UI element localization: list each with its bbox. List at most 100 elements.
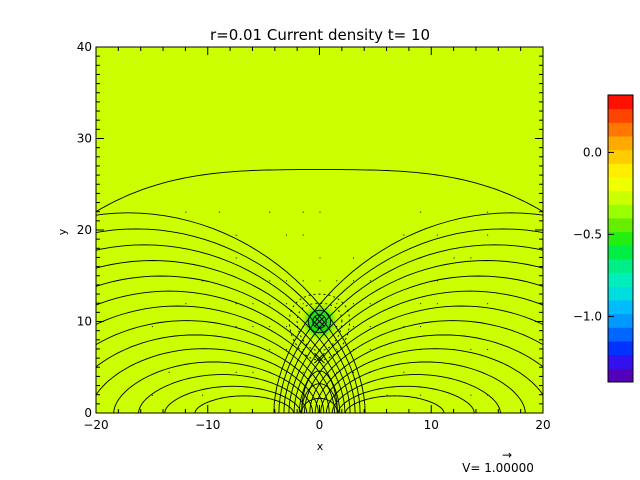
vector-dot <box>236 235 237 236</box>
vector-dot <box>437 235 438 236</box>
vector-dot <box>303 235 304 236</box>
vector-dot <box>370 326 371 327</box>
vector-dot <box>336 303 337 304</box>
vector-dot <box>219 257 220 258</box>
vector-dot <box>202 395 203 396</box>
colorbar-segment <box>608 286 633 300</box>
colorbar-segment <box>608 191 633 205</box>
vector-dot <box>437 303 438 304</box>
x-tick-label: 20 <box>535 418 550 432</box>
vector-dot <box>320 303 321 304</box>
vector-dot <box>487 349 488 350</box>
vector-dot <box>470 395 471 396</box>
colorbar-segment <box>608 341 633 355</box>
vector-dot <box>286 280 287 281</box>
vector-dot <box>336 372 337 373</box>
vector-dot <box>269 212 270 213</box>
x-tick-label: −20 <box>83 418 108 432</box>
vector-dot <box>286 372 287 373</box>
vector-dot <box>420 257 421 258</box>
vector-dot <box>454 257 455 258</box>
colorbar-segment <box>608 109 633 123</box>
colorbar-segment <box>608 204 633 218</box>
vector-dot <box>353 326 354 327</box>
colorbar-segment <box>608 368 633 382</box>
colorbar-segment <box>608 150 633 164</box>
x-tick-label: −10 <box>195 418 220 432</box>
vector-dot <box>236 372 237 373</box>
vector-dot <box>370 280 371 281</box>
vector-dot <box>387 395 388 396</box>
vector-dot <box>487 303 488 304</box>
vector-dot <box>269 349 270 350</box>
vector-dot <box>286 326 287 327</box>
vector-dot <box>454 349 455 350</box>
vector-dot <box>320 257 321 258</box>
vector-dot <box>252 303 253 304</box>
vector-dot <box>370 349 371 350</box>
vector-dot <box>353 280 354 281</box>
y-tick-label: 30 <box>77 132 92 146</box>
vector-dot <box>269 372 270 373</box>
y-tick-label: 40 <box>77 40 92 54</box>
vector-dot <box>336 280 337 281</box>
colorbar-segment <box>608 177 633 191</box>
vector-dot <box>185 212 186 213</box>
y-tick-label: 10 <box>77 315 92 329</box>
vector-dot <box>202 280 203 281</box>
colorbar-tick-label: 0.0 <box>583 145 602 159</box>
x-tick-label: 10 <box>424 418 439 432</box>
vector-dot <box>236 326 237 327</box>
colorbar: 0.0 −0.5 −1.0 <box>573 95 633 383</box>
vector-dot <box>252 372 253 373</box>
vector-dot <box>487 235 488 236</box>
y-tick-label: 0 <box>84 406 92 420</box>
vector-dot <box>487 212 488 213</box>
vector-reference-label: V= 1.00000 <box>462 461 534 475</box>
vector-reference-arrow: → <box>502 448 512 462</box>
vector-dot <box>169 372 170 373</box>
colorbar-segment <box>608 122 633 136</box>
colorbar-segment <box>608 300 633 314</box>
colorbar-segment <box>608 245 633 259</box>
vector-dot <box>353 349 354 350</box>
vector-dot <box>303 280 304 281</box>
x-axis-label: x <box>317 440 324 453</box>
vector-dot <box>320 280 321 281</box>
vector-dot <box>420 349 421 350</box>
vector-dot <box>336 349 337 350</box>
x-tick-label: 0 <box>316 418 324 432</box>
colorbar-segment <box>608 232 633 246</box>
colorbar-segment <box>608 355 633 369</box>
vector-dot <box>353 372 354 373</box>
vector-dot <box>303 303 304 304</box>
vector-dot <box>236 303 237 304</box>
vector-dot <box>286 349 287 350</box>
colorbar-segment <box>608 136 633 150</box>
vector-dot <box>152 326 153 327</box>
colorbar-segment <box>608 163 633 177</box>
y-axis-label: y <box>56 228 69 235</box>
vector-dot <box>403 235 404 236</box>
vector-dot <box>219 212 220 213</box>
vector-dot <box>336 395 337 396</box>
vector-dot <box>269 326 270 327</box>
vector-dot <box>185 303 186 304</box>
vector-dot <box>336 326 337 327</box>
chart-title: r=0.01 Current density t= 10 <box>210 26 430 44</box>
vector-dot <box>152 395 153 396</box>
colorbar-segment <box>608 327 633 341</box>
vector-dot <box>303 326 304 327</box>
y-tick-label: 20 <box>77 223 92 237</box>
colorbar-segment <box>608 218 633 232</box>
vector-dot <box>303 372 304 373</box>
vector-dot <box>470 257 471 258</box>
vector-dot <box>303 212 304 213</box>
vector-dot <box>320 349 321 350</box>
vector-dot <box>269 280 270 281</box>
vector-dot <box>252 326 253 327</box>
vector-dot <box>420 395 421 396</box>
colorbar-segment <box>608 259 633 273</box>
colorbar-tick-label: −0.5 <box>573 227 602 241</box>
